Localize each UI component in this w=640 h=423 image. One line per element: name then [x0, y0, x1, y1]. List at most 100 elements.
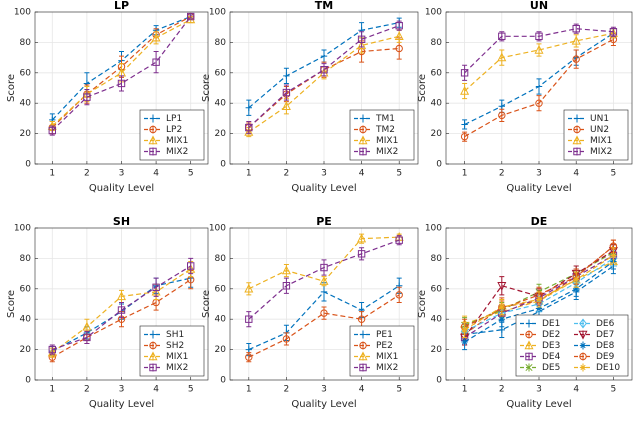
marker: [149, 341, 157, 350]
marker: [282, 88, 291, 97]
legend-label: DE7: [596, 330, 614, 340]
y-tick-label: 0: [25, 160, 31, 170]
y-axis-label: Score: [6, 74, 17, 102]
axes-box: [34, 11, 209, 165]
marker: [359, 125, 367, 134]
y-tick-label: 40: [431, 99, 443, 109]
x-tick-label: 2: [499, 385, 505, 395]
y-tick-label: 60: [431, 68, 443, 78]
marker: [83, 93, 91, 101]
marker: [245, 123, 253, 132]
series-line: [248, 294, 400, 358]
error-bar: [283, 332, 289, 346]
marker: [281, 101, 291, 110]
marker: [579, 364, 587, 371]
x-tick-label: 2: [84, 169, 90, 179]
x-tick-label: 5: [188, 385, 194, 395]
x-tick-label: 3: [119, 169, 125, 179]
error-bar: [246, 120, 252, 135]
marker: [497, 52, 507, 62]
y-axis-label: Score: [417, 74, 428, 102]
axes-box: [445, 11, 633, 165]
marker: [535, 32, 543, 41]
marker: [578, 330, 588, 340]
x-tick-label: 3: [321, 169, 327, 179]
x-axis-label: Quality Level: [291, 399, 356, 410]
x-axis-label: Quality Level: [506, 183, 571, 194]
x-tick-label: 3: [119, 385, 125, 395]
marker: [187, 262, 195, 270]
y-axis-label: Score: [201, 290, 212, 318]
legend-label: DE1: [542, 319, 560, 329]
legend-label: MIX2: [590, 147, 612, 157]
y-tick-label: 80: [431, 254, 443, 264]
marker: [573, 147, 581, 156]
marker: [357, 233, 367, 243]
y-tick-label: 40: [20, 315, 32, 325]
legend-label: DE5: [542, 363, 560, 373]
marker: [573, 115, 581, 122]
x-tick-label: 4: [153, 169, 159, 179]
error-bar: [119, 301, 124, 319]
y-tick-label: 100: [209, 8, 226, 18]
panel-title: PE: [316, 215, 332, 228]
legend-label: DE8: [596, 341, 615, 351]
error-bar: [119, 75, 124, 92]
x-tick-label: 2: [284, 169, 290, 179]
marker: [245, 346, 252, 353]
x-tick-label: 2: [499, 169, 505, 179]
marker: [460, 69, 469, 77]
marker: [497, 282, 507, 291]
y-tick-label: 20: [215, 345, 227, 355]
marker: [152, 58, 160, 66]
error-bar: [359, 247, 365, 261]
error-bar: [359, 31, 365, 48]
x-tick-label: 1: [462, 169, 468, 179]
legend-label: SH1: [166, 330, 184, 340]
marker: [149, 115, 157, 122]
legend-label: PE2: [376, 341, 393, 351]
axes-box: [34, 227, 209, 381]
marker: [573, 125, 581, 134]
x-tick-label: 4: [359, 385, 365, 395]
y-tick-label: 60: [215, 68, 227, 78]
marker: [572, 55, 580, 63]
x-axis-label: Quality Level: [89, 183, 154, 194]
marker: [535, 83, 543, 90]
x-tick-label: 3: [536, 169, 542, 179]
marker: [357, 315, 366, 323]
marker: [395, 21, 403, 30]
panel-title: UN: [530, 0, 548, 12]
marker: [116, 291, 127, 301]
x-tick-label: 2: [284, 385, 290, 395]
legend-label: MIX2: [166, 363, 188, 373]
axes-box: [229, 11, 419, 165]
y-tick-label: 20: [431, 129, 443, 139]
marker: [573, 285, 580, 292]
y-tick-label: 20: [20, 129, 32, 139]
legend-label: UN1: [590, 114, 609, 124]
marker: [535, 305, 543, 312]
marker: [320, 263, 328, 272]
marker: [283, 72, 290, 80]
legend-label: DE4: [542, 352, 561, 362]
y-tick-label: 0: [436, 376, 442, 386]
x-tick-label: 3: [536, 385, 542, 395]
legend-label: DE10: [596, 363, 620, 373]
y-tick-label: 0: [25, 376, 31, 386]
error-bar: [499, 108, 505, 122]
y-tick-label: 60: [20, 284, 32, 294]
legend-label: MIX1: [590, 136, 612, 146]
marker: [357, 40, 367, 50]
marker: [244, 283, 254, 293]
marker: [525, 330, 533, 339]
marker: [357, 35, 366, 44]
x-tick-label: 1: [246, 385, 252, 395]
y-tick-label: 0: [220, 376, 226, 386]
legend-label: MIX1: [376, 352, 398, 362]
marker: [359, 341, 367, 350]
x-tick-label: 1: [246, 169, 252, 179]
marker: [149, 331, 157, 338]
y-tick-label: 0: [436, 160, 442, 170]
marker: [319, 276, 329, 285]
